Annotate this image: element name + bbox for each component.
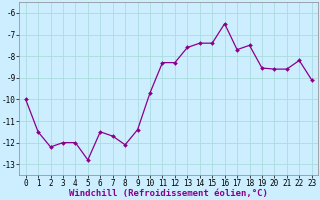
X-axis label: Windchill (Refroidissement éolien,°C): Windchill (Refroidissement éolien,°C) xyxy=(69,189,268,198)
